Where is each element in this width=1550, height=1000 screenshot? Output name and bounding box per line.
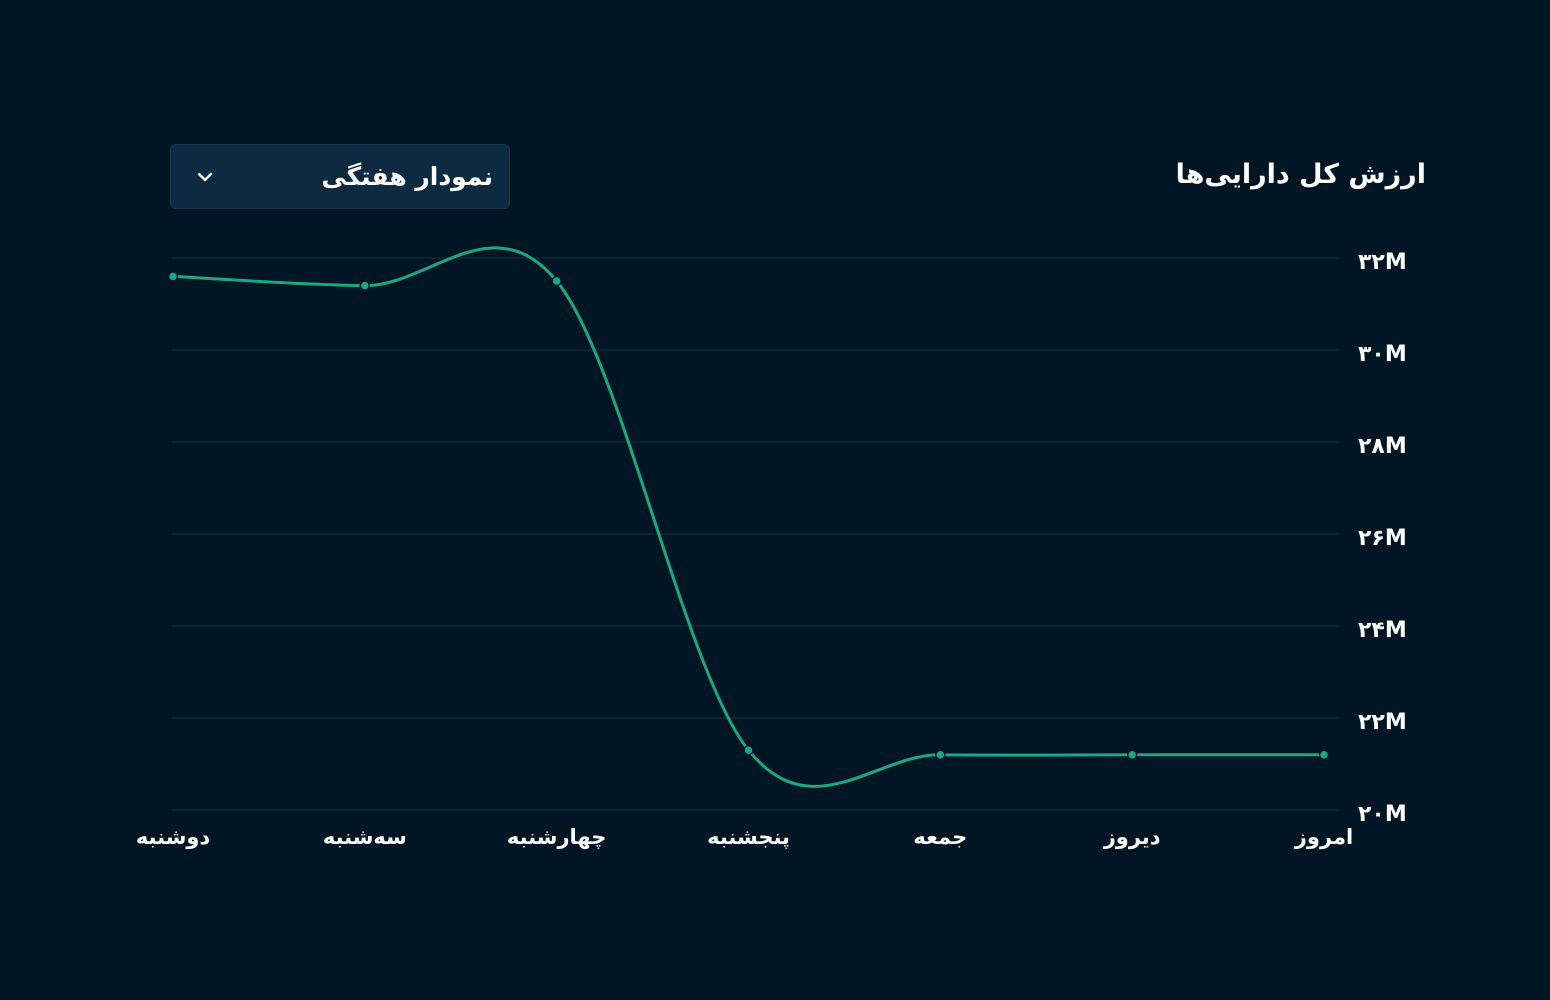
- series-line: [171, 246, 1326, 788]
- data-point[interactable]: [359, 280, 371, 291]
- y-tick-label: ۲۲M: [1358, 710, 1407, 735]
- y-axis-ticks: ۳۲M ۳۰M ۲۸M ۲۶M ۲۴M ۲۲M ۲۰M: [1358, 250, 1407, 827]
- x-tick-label: چهارشنبه: [507, 825, 607, 849]
- chevron-down-icon: [197, 172, 213, 182]
- x-tick-label: پنجشنبه: [707, 825, 790, 849]
- x-tick-label: دوشنبه: [136, 825, 211, 849]
- data-point[interactable]: [551, 275, 562, 287]
- chart-title: ارزش کل دارایی‌ها: [1175, 159, 1426, 190]
- data-point[interactable]: [935, 749, 946, 761]
- x-tick-label: امروز: [1294, 825, 1353, 849]
- data-point[interactable]: [743, 744, 754, 756]
- x-tick-label: سه‌شنبه: [323, 825, 407, 849]
- y-tick-label: ۲۰M: [1358, 802, 1407, 827]
- period-select-value: نمودار هفتگی: [321, 162, 493, 191]
- y-tick-label: ۳۲M: [1358, 250, 1407, 275]
- y-tick-label: ۲۴M: [1358, 618, 1407, 643]
- y-tick-label: ۲۸M: [1358, 434, 1407, 459]
- x-tick-label: جمعه: [913, 825, 967, 849]
- series-layer: [167, 246, 1330, 788]
- period-select[interactable]: نمودار هفتگی: [170, 144, 510, 209]
- data-point[interactable]: [1318, 749, 1330, 761]
- y-tick-label: ۳۰M: [1358, 342, 1407, 367]
- y-tick-label: ۲۶M: [1358, 526, 1407, 551]
- x-tick-label: دیروز: [1103, 825, 1161, 849]
- data-point[interactable]: [1126, 749, 1138, 761]
- x-axis-ticks: دوشنبه سه‌شنبه چهارشنبه پنجشنبه جمعه دیروز امر…: [136, 825, 1353, 849]
- grid-lines: [172, 257, 1338, 811]
- data-point[interactable]: [167, 271, 179, 282]
